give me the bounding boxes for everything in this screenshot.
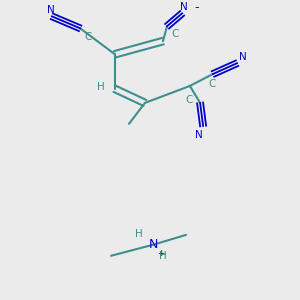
Text: C: C [85,32,92,42]
Text: -: - [194,2,199,14]
Text: N: N [148,238,158,251]
Text: H: H [135,229,142,239]
Text: C: C [185,95,192,105]
Text: N: N [46,5,54,15]
Text: C: C [172,29,179,39]
Text: N: N [239,52,247,62]
Text: H: H [159,251,167,261]
Text: +: + [158,249,165,258]
Text: C: C [209,80,216,89]
Text: H: H [97,82,104,92]
Text: N: N [195,130,203,140]
Text: N: N [180,2,188,12]
